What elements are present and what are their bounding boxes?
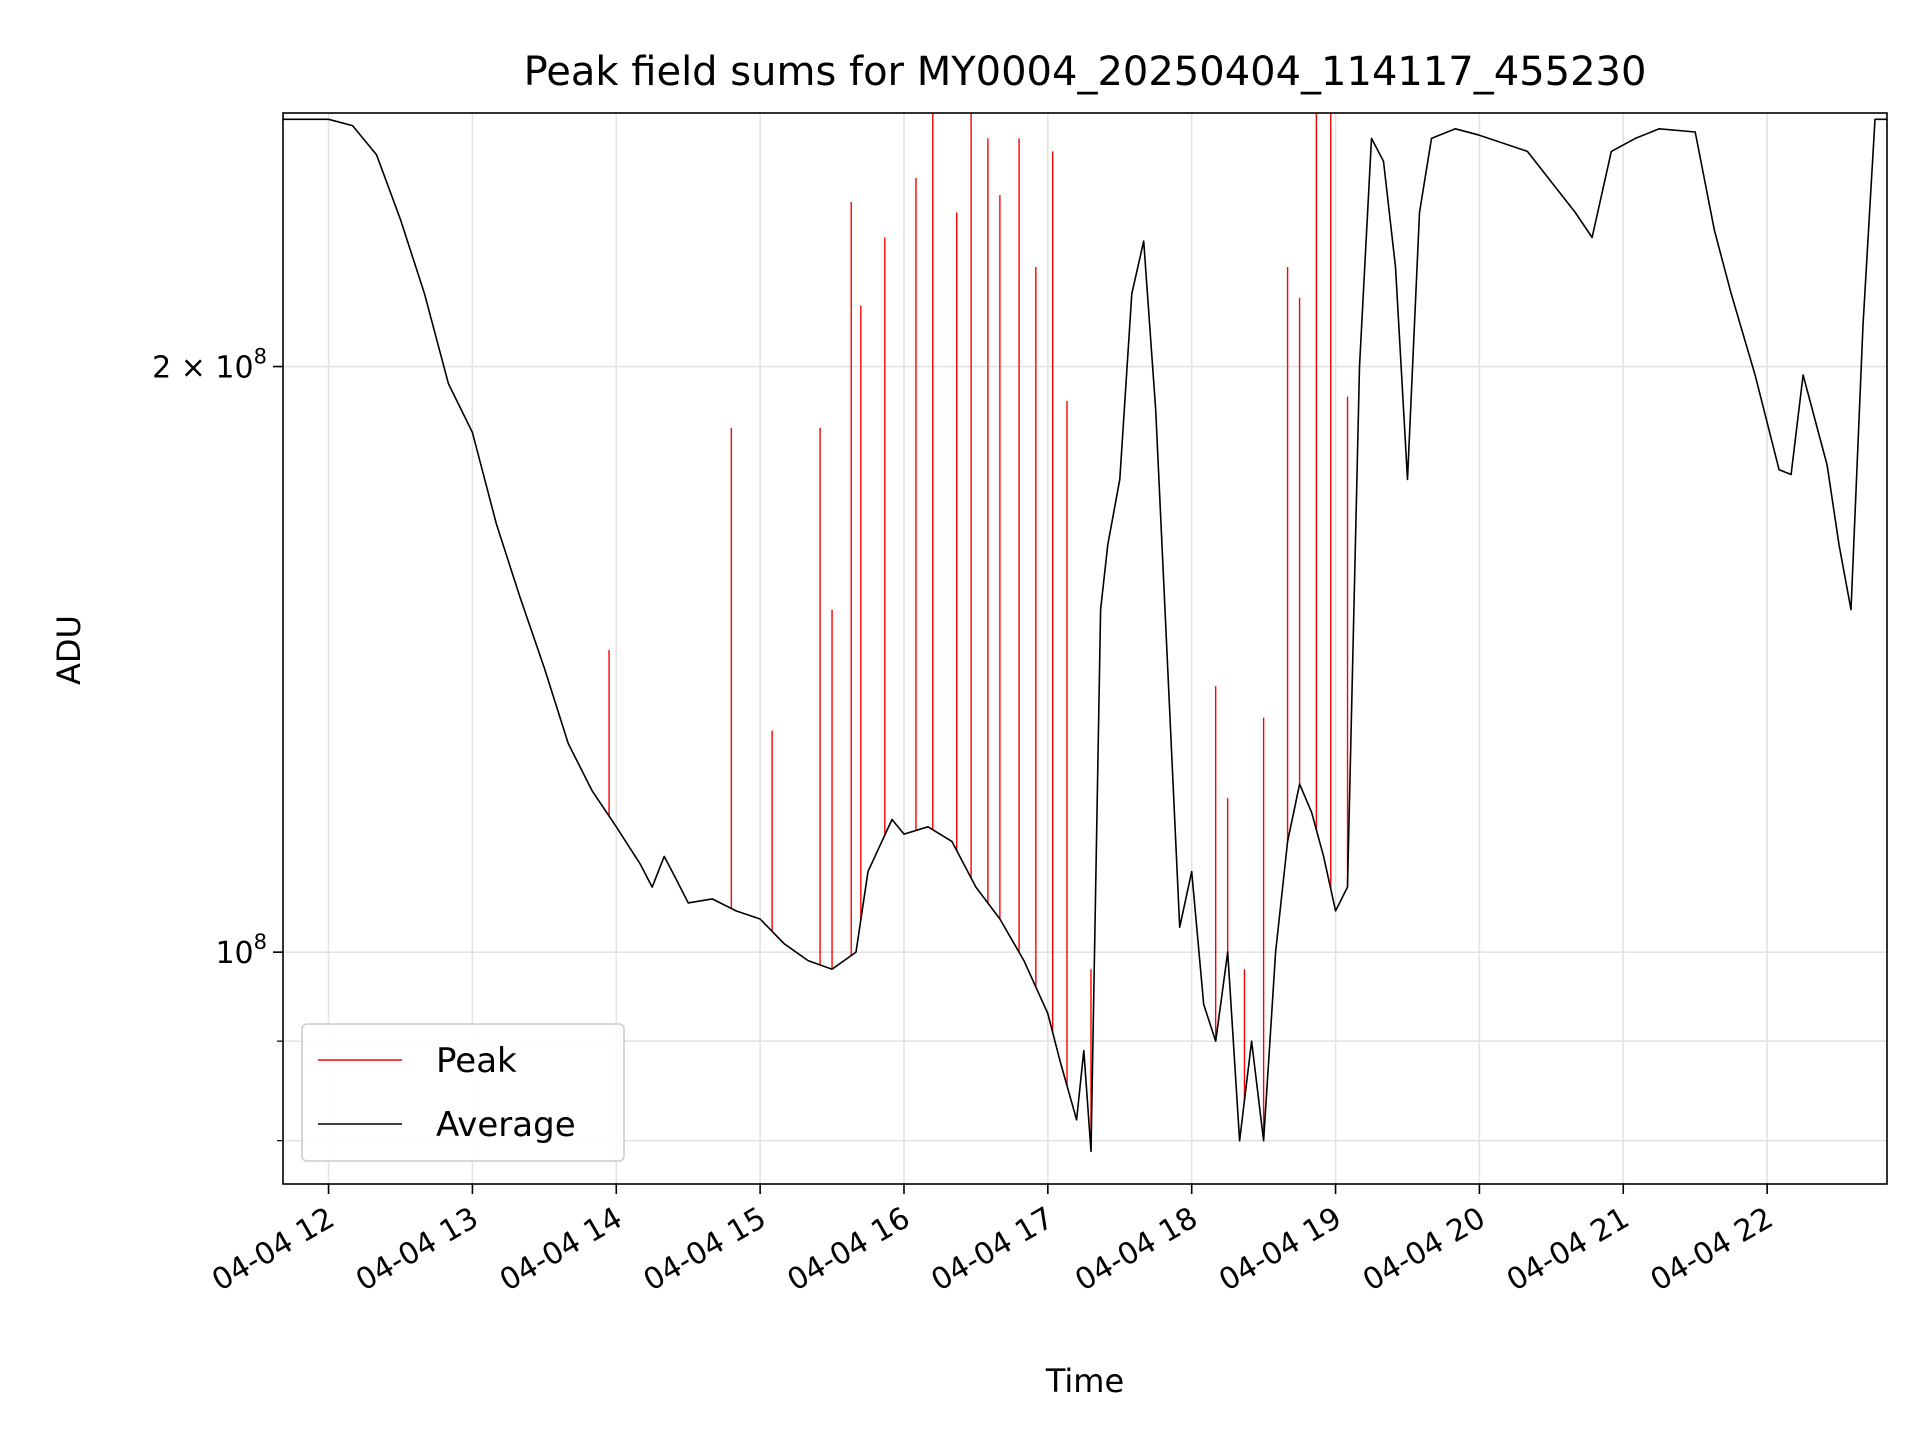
x-tick-label: 04-04 19	[1213, 1201, 1347, 1299]
legend-box	[301, 1023, 625, 1162]
x-tick-label: 04-04 13	[350, 1201, 484, 1299]
x-tick-label: 04-04 16	[782, 1201, 916, 1299]
x-tick-label: 04-04 15	[638, 1201, 772, 1299]
y-tick-base: 2 × 10	[152, 351, 253, 386]
chart-title: Peak field sums for MY0004_20250404_1141…	[524, 49, 1647, 95]
x-tick-label: 04-04 21	[1501, 1201, 1635, 1299]
legend-label-average: Average	[436, 1105, 576, 1145]
x-tick-label: 04-04 22	[1645, 1201, 1779, 1299]
legend: Peak Average	[301, 1023, 625, 1162]
x-tick-label: 04-04 14	[494, 1201, 628, 1299]
y-tick-label: 108	[215, 930, 267, 971]
x-axis: 04-04 12 04-04 13 04-04 14 04-04 15 04-04 16…	[206, 1184, 1779, 1298]
x-tick-label: 04-04 17	[926, 1201, 1060, 1299]
legend-label-peak: Peak	[436, 1041, 517, 1081]
x-axis-title: Time	[1045, 1362, 1124, 1400]
y-tick-exponent: 8	[254, 930, 267, 954]
x-tick-label: 04-04 18	[1069, 1201, 1203, 1299]
x-tick-label: 04-04 12	[206, 1201, 340, 1299]
average-line	[283, 118, 1887, 1153]
x-tick-label: 04-04 20	[1357, 1201, 1491, 1299]
y-tick-base: 10	[215, 936, 253, 971]
grid	[283, 113, 1887, 1184]
y-tick-label: 2 × 108	[152, 345, 267, 386]
y-tick-exponent: 8	[254, 345, 267, 369]
plot-frame	[282, 112, 1888, 1185]
y-axis-title: ADU	[50, 615, 88, 685]
plot-area	[283, 113, 1887, 1153]
